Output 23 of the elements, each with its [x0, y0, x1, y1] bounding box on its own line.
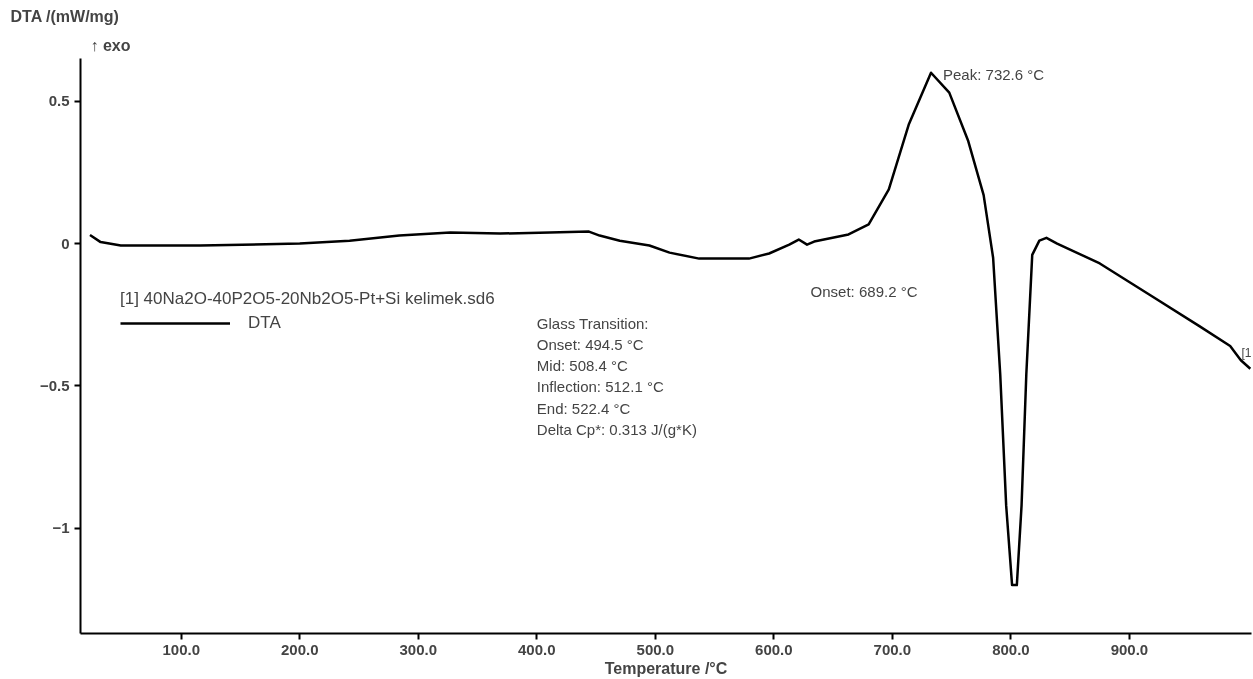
x-tick-label: 400.0	[518, 640, 556, 658]
x-tick-label: 900.0	[1110, 640, 1149, 658]
x-tick-label: 700.0	[873, 640, 912, 658]
line-series	[88, 71, 1252, 587]
y-tick-label: −0.5	[39, 376, 70, 394]
x-axis-title: Temperature /°C	[604, 659, 728, 677]
x-tick-label: 600.0	[755, 640, 793, 658]
y-tick-label: 0.5	[48, 92, 70, 110]
annotation: [1	[1241, 346, 1252, 360]
text: ↑ exo	[90, 36, 131, 54]
legend-title: [1] 40Na2O-40P2O5-20Nb2O5-Pt+Si kelimek.sd6	[120, 289, 495, 309]
x-tick-label: 800.0	[992, 640, 1030, 658]
annotation: Onset: 689.2 °C	[810, 283, 918, 301]
y-axis-title: DTA /(mW/mg)	[10, 7, 119, 25]
y-tick-label: 0	[61, 234, 70, 252]
text: DTA	[248, 313, 281, 333]
x-tick-label: 200.0	[281, 640, 319, 658]
annotation: Peak: 732.6 °C	[943, 66, 1045, 84]
x-tick-label: 500.0	[636, 640, 675, 658]
x-tick-label: 100.0	[162, 640, 201, 658]
annotation: Glass Transition: Onset: 494.5 °C Mid: 508.4 °C Inflection: 512.1 °C End: 522.4 °C Delta Cp*: 0.313 J/(g*K)	[536, 314, 697, 438]
y-tick-label: −1	[52, 519, 70, 537]
x-tick-label: 300.0	[399, 640, 438, 658]
